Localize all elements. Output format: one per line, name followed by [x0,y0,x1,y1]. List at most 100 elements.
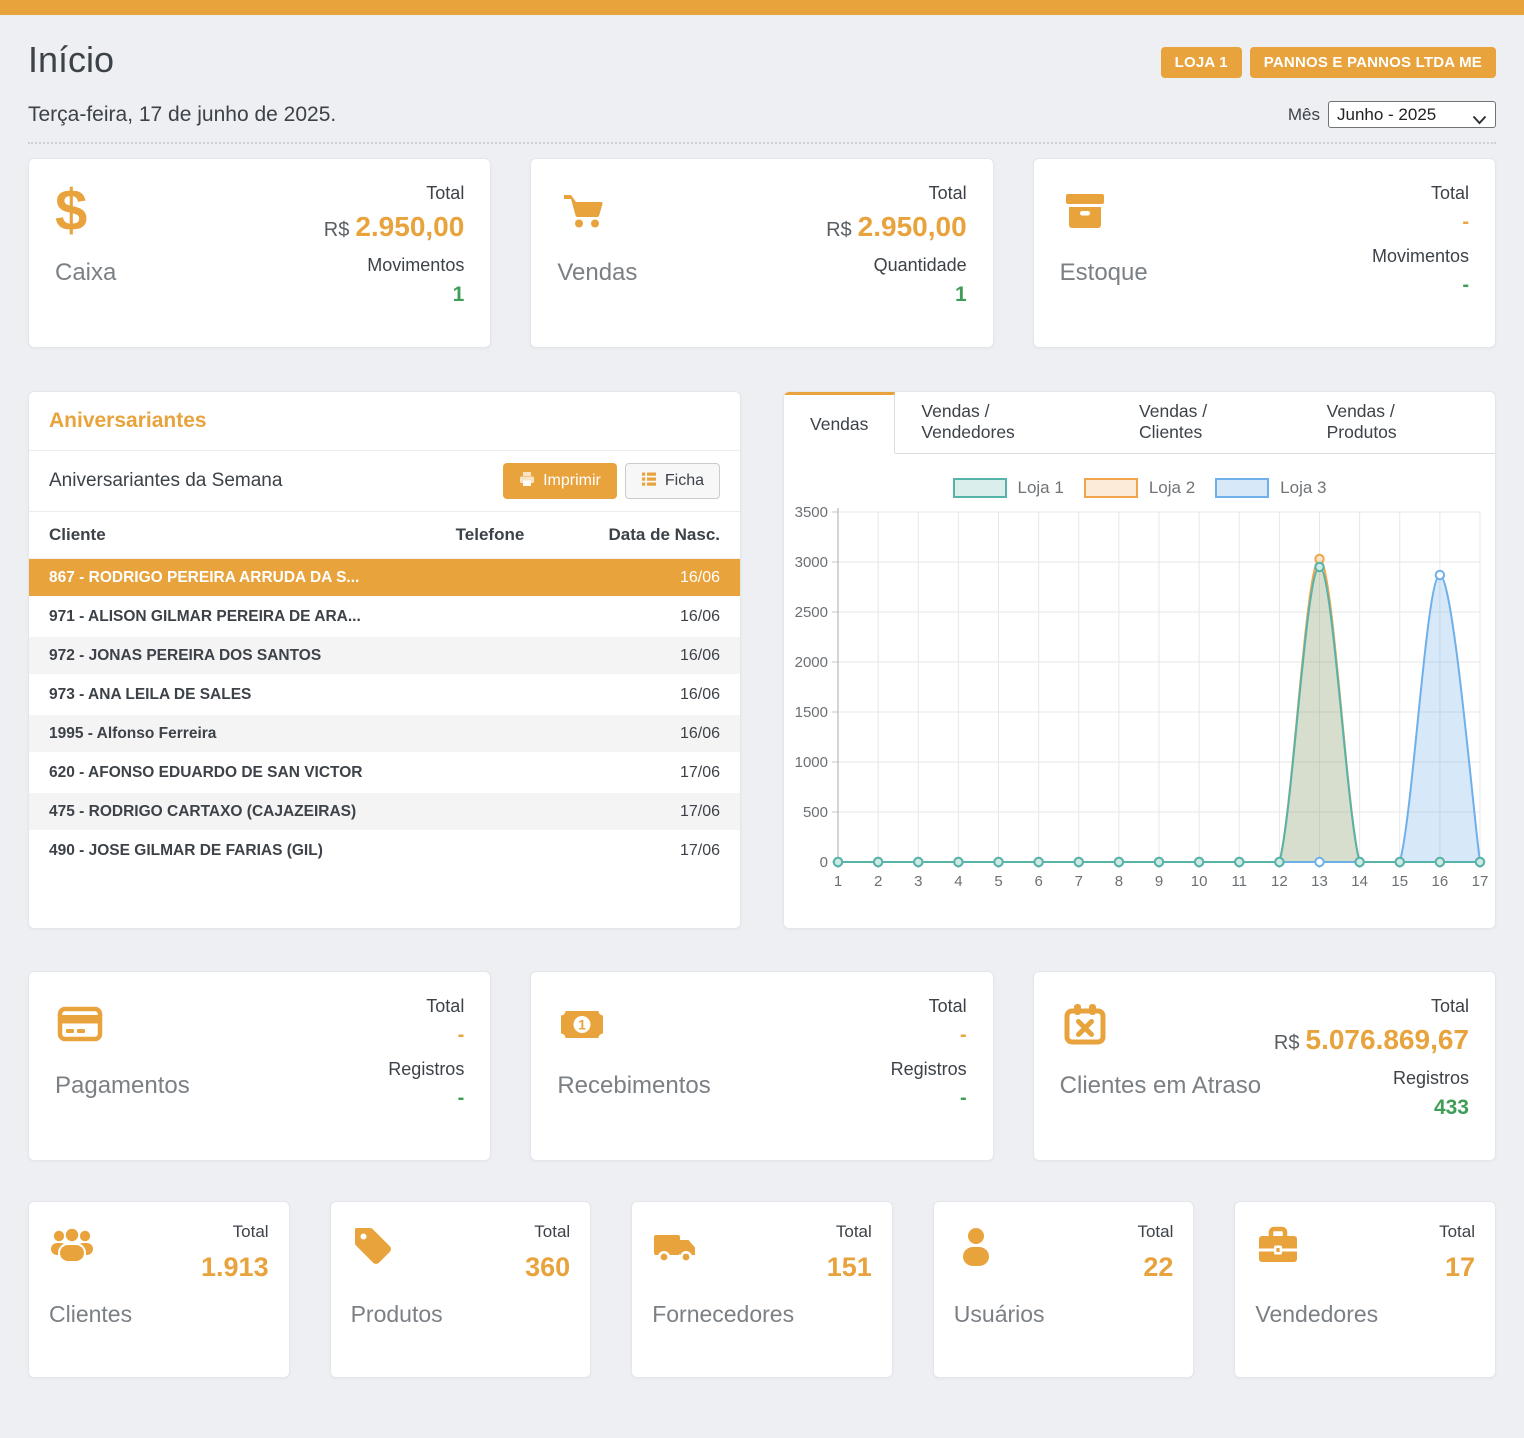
mini-value: 360 [525,1252,570,1283]
stat-label: Total [1431,996,1469,1017]
store-badge[interactable]: LOJA 1 [1161,47,1242,78]
dashboard: Início LOJA 1 PANNOS E PANNOS LTDA ME Te… [0,39,1524,1414]
tag-icon [351,1222,395,1270]
table-row[interactable]: 973 - ANA LEILA DE SALES 16/06 [29,676,740,715]
mini-total-label: Total [534,1222,570,1242]
stat-label: Registros [388,1059,464,1080]
card-name: Caixa [55,259,116,287]
page-title: Início [28,39,114,81]
table-row[interactable]: 1995 - Alfonso Ferreira 16/06 [29,715,740,754]
stat-value-count: - [458,1087,465,1110]
date-row: Terça-feira, 17 de junho de 2025. Mês Ju… [28,101,1496,128]
svg-text:14: 14 [1351,873,1368,890]
separator [28,142,1496,144]
mini-total-label: Total [836,1222,872,1242]
legend-loja-2[interactable]: Loja 2 [1084,478,1195,498]
mini-total-label: Total [1439,1222,1475,1242]
table-row[interactable]: 475 - RODRIGO CARTAXO (CAJAZEIRAS) 17/06 [29,793,740,832]
users-icon [49,1222,95,1270]
month-select[interactable]: Junho - 2025 [1328,101,1496,128]
legend-loja-3[interactable]: Loja 3 [1215,478,1326,498]
svg-text:11: 11 [1231,873,1247,890]
svg-text:3: 3 [914,873,922,890]
card-name: Pagamentos [55,1072,190,1100]
table-row[interactable]: 867 - RODRIGO PEREIRA ARRUDA DA S... 16/… [29,559,740,598]
svg-text:1500: 1500 [795,704,828,721]
svg-text:5: 5 [994,873,1002,890]
stat-value-count: 1 [955,283,967,307]
svg-text:8: 8 [1115,873,1123,890]
credit-card-icon [55,996,190,1052]
mid-cards-row: Pagamentos Total - Registros - 1 Recebim… [28,971,1496,1161]
svg-text:17: 17 [1472,873,1488,890]
mini-name: Usuários [954,1301,1174,1328]
stat-value-count: - [960,1087,967,1110]
svg-text:3500: 3500 [795,504,828,521]
printer-icon [519,471,535,492]
table-row[interactable]: 620 - AFONSO EDUARDO DE SAN VICTOR 17/06 [29,754,740,793]
svg-text:500: 500 [803,804,828,821]
legend-swatch [1215,478,1269,498]
stat-value-currency: R$2.950,00 [826,211,967,243]
mini-value: 22 [1143,1252,1173,1283]
stat-value-currency: - [1462,211,1469,234]
legend-swatch [953,478,1007,498]
header-badges: LOJA 1 PANNOS E PANNOS LTDA ME [1161,47,1496,78]
box-icon [1060,183,1148,239]
user-icon [954,1222,998,1270]
stat-value-currency: - [458,1024,465,1047]
mini-total-label: Total [233,1222,269,1242]
legend-swatch [1084,478,1138,498]
mini-value: 151 [827,1252,872,1283]
card-clientes: Total 1.913 Clientes [28,1201,290,1378]
month-label: Mês [1288,105,1320,125]
top-cards-row: $ Caixa Total R$2.950,00 Movimentos 1 Ve… [28,158,1496,348]
svg-text:1000: 1000 [795,754,828,771]
svg-text:2: 2 [874,873,882,890]
panels-row: Aniversariantes Aniversariantes da Seman… [28,391,1496,929]
dollar-icon: $ [55,187,87,235]
calendar-x-icon [1060,996,1261,1052]
card-name: Recebimentos [557,1072,710,1100]
tab-vendas-vendedores[interactable]: Vendas / Vendedores [895,392,1113,453]
card-vendedores: Total 17 Vendedores [1234,1201,1496,1378]
mini-value: 1.913 [201,1252,269,1283]
card-produtos: Total 360 Produtos [330,1201,592,1378]
line-chart: 0500100015002000250030003500123456789101… [792,502,1488,900]
company-badge[interactable]: PANNOS E PANNOS LTDA ME [1250,47,1496,78]
birthdays-title: Aniversariantes [29,392,740,451]
svg-text:2000: 2000 [795,654,828,671]
mini-total-label: Total [1137,1222,1173,1242]
briefcase-icon [1255,1222,1301,1270]
legend-loja-1[interactable]: Loja 1 [953,478,1064,498]
table-row[interactable]: 971 - ALISON GILMAR PEREIRA DE ARA... 16… [29,598,740,637]
chart-legend: Loja 1 Loja 2 Loja 3 [784,478,1495,498]
tab-vendas-clientes[interactable]: Vendas / Clientes [1113,392,1301,453]
svg-text:9: 9 [1155,873,1163,890]
birthday-rows: 867 - RODRIGO PEREIRA ARRUDA DA S... 16/… [29,559,740,871]
stat-value-count: 1 [453,283,465,307]
month-filter: Mês Junho - 2025 [1288,101,1496,128]
card-vendas: Vendas Total R$2.950,00 Quantidade 1 [530,158,993,348]
money-bill-icon: 1 [557,996,710,1052]
svg-text:1: 1 [834,873,842,890]
mini-name: Clientes [49,1301,269,1328]
stat-label: Total [1431,183,1469,204]
svg-text:16: 16 [1432,873,1449,890]
mini-name: Produtos [351,1301,571,1328]
birthdays-panel: Aniversariantes Aniversariantes da Seman… [28,391,741,929]
mini-name: Vendedores [1255,1301,1475,1328]
stat-label: Total [426,996,464,1017]
stat-value-currency: R$2.950,00 [324,211,465,243]
stat-value-currency: R$5.076.869,67 [1274,1024,1469,1056]
ficha-button[interactable]: Ficha [625,463,720,499]
svg-text:10: 10 [1191,873,1208,890]
tab-vendas[interactable]: Vendas [784,392,895,454]
table-row[interactable]: 490 - JOSE GILMAR DE FARIAS (GIL) 17/06 [29,832,740,871]
card-fornecedores: Total 151 Fornecedores [631,1201,893,1378]
stat-label: Registros [1393,1068,1469,1089]
print-button[interactable]: Imprimir [503,463,617,499]
stat-label: Total [929,183,967,204]
tab-vendas-produtos[interactable]: Vendas / Produtos [1301,392,1495,453]
table-row[interactable]: 972 - JONAS PEREIRA DOS SANTOS 16/06 [29,637,740,676]
